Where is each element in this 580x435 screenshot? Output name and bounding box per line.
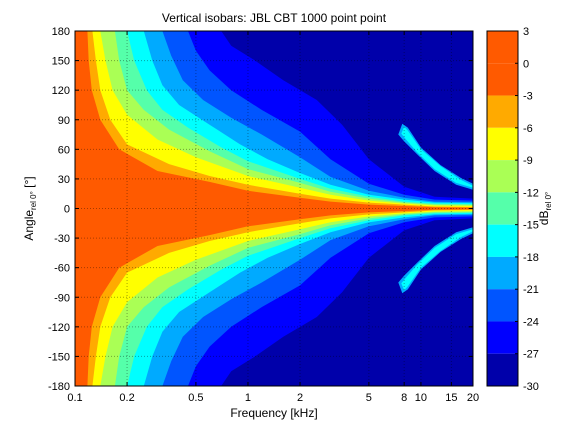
y-tick-label: 0 [64,204,70,216]
colorbar-segment [487,160,518,193]
x-axis-label: Frequency [kHz] [230,406,317,420]
colorbar-segment [487,192,518,225]
colorbar-tick-label: -27 [523,349,539,361]
colorbar-tick-label: -30 [523,381,539,393]
x-tick-label: 1 [245,392,251,404]
y-tick-label: -120 [48,322,70,334]
colorbar-ticks: 3 0 -3 -6 -9 -12 -15 -18 -21 -24 -27 -30 [515,26,539,393]
colorbar-label: dBrel 0° [537,192,553,225]
colorbar-segment [487,256,518,290]
side-lobes [398,123,473,294]
colorbar-segment [487,289,518,322]
y-tick-label: 180 [52,26,70,38]
y-axis-label-unit: [°] [22,176,36,191]
colorbar-segment [487,127,518,161]
colorbar-tick-label: -18 [523,252,539,264]
colorbar-tick-label: -12 [523,187,539,199]
y-tick-label: 150 [52,56,70,68]
y-axis-label: Anglerel 0° [°] [22,176,38,240]
colorbar-tick-label: 3 [523,26,529,38]
colorbar-segment [487,353,518,386]
colorbar-segment [487,31,518,64]
colorbar-tick-label: -9 [523,155,533,167]
plot-area [75,31,473,386]
y-axis-label-sub: rel 0° [29,191,38,210]
contour-band-core [75,31,473,386]
y-tick-label: 60 [58,144,70,156]
colorbar-frame [486,30,519,387]
colorbar-segments [487,31,518,386]
x-tick-label: 0.5 [188,392,203,404]
x-tick-label: 8 [401,392,407,404]
x-axis-ticks: 0.1 0.2 0.5 1 2 5 8 10 15 20 [67,31,479,404]
y-tick-label: -180 [48,381,70,393]
side-lobe-3 [401,229,473,291]
chart-title: Vertical isobars: JBL CBT 1000 point poi… [162,11,387,25]
colorbar-tick-label: 0 [523,58,529,70]
grid-lines [75,31,473,386]
colorbar-segment [487,95,518,128]
x-tick-label: 2 [297,392,303,404]
y-tick-label: -150 [48,351,70,363]
colorbar-tick-label: -21 [523,284,539,296]
colorbar-tick-label: -3 [523,91,533,103]
colorbar-segment [487,63,518,96]
colorbar: 3 0 -3 -6 -9 -12 -15 -18 -21 -24 -27 -30 dBrel 0° [486,26,553,393]
contour-bands [75,31,473,386]
y-tick-label: -90 [54,292,70,304]
y-axis-ticks: 180 150 120 90 60 30 0 -30 -60 -90 -120 -150 -180 [48,26,473,393]
y-tick-label: 120 [52,85,70,97]
y-tick-label: -30 [54,233,70,245]
colorbar-segment [487,321,518,354]
colorbar-label-sub: rel 0° [544,192,553,211]
x-tick-label: 15 [445,392,457,404]
x-tick-label: 5 [366,392,372,404]
side-lobe-1 [401,126,473,188]
colorbar-tick-label: -15 [523,220,539,232]
colorbar-tick-label: -24 [523,316,539,328]
y-tick-label: 90 [58,115,70,127]
x-tick-label: 0.2 [119,392,134,404]
colorbar-label-main: dB [537,211,551,226]
colorbar-tick-label: -6 [523,123,533,135]
y-tick-label: 30 [58,174,70,186]
x-tick-label: 10 [415,392,427,404]
y-tick-label: -60 [54,263,70,275]
y-axis-label-main: Angle [22,210,36,241]
x-tick-label: 20 [467,392,479,404]
colorbar-segment [487,224,518,257]
x-tick-label: 0.1 [67,392,82,404]
